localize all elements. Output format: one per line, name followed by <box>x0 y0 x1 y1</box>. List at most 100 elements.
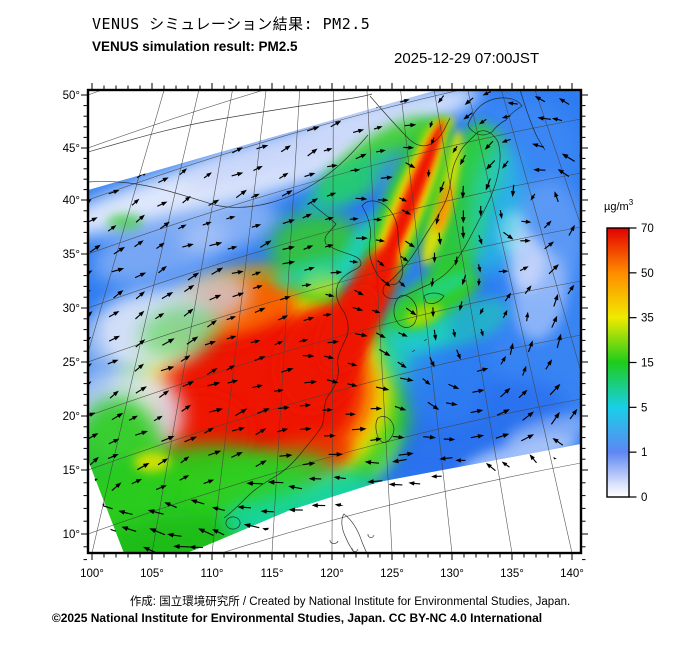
wind-arrow <box>461 210 466 224</box>
lon-tick-label: 100° <box>80 568 104 580</box>
wind-arrow <box>347 382 358 387</box>
wind-arrow <box>325 293 335 298</box>
wind-arrow <box>355 196 368 201</box>
wind-arrow <box>198 528 214 536</box>
wind-arrow <box>128 415 138 421</box>
wind-arrow <box>131 198 140 206</box>
wind-arrow <box>486 160 496 170</box>
wind-arrow <box>568 224 575 236</box>
wind-arrow <box>300 403 312 408</box>
wind-arrow <box>282 260 296 265</box>
wind-arrow <box>502 309 508 319</box>
wind-arrow <box>513 480 524 491</box>
wind-arrow <box>484 140 494 150</box>
wind-arrow <box>445 401 458 407</box>
wind-arrow <box>107 225 117 232</box>
wind-arrow <box>158 177 169 184</box>
wind-arrow <box>464 97 474 105</box>
wind-arrow <box>429 357 435 368</box>
lat-tick-label: 10° <box>63 529 80 541</box>
wind-arrow <box>533 167 546 173</box>
wind-arrow <box>391 545 407 552</box>
wind-arrow <box>135 291 145 300</box>
wind-arrow <box>398 451 414 457</box>
wind-arrow <box>89 244 101 253</box>
coastline-path <box>88 134 369 208</box>
wind-arrow <box>377 197 389 203</box>
wind-arrow <box>234 119 248 125</box>
wind-arrow <box>182 243 194 248</box>
timestamp-label: 2025-12-29 07:00JST <box>394 50 540 67</box>
wind-arrow <box>534 96 546 103</box>
wind-arrow <box>135 310 145 320</box>
parallel-line <box>88 90 266 149</box>
wind-arrow <box>460 154 466 166</box>
wind-arrow <box>158 390 170 398</box>
wind-arrow <box>211 506 225 512</box>
wind-arrow <box>500 387 511 398</box>
wind-arrow <box>527 340 533 353</box>
wind-arrow <box>324 433 336 438</box>
wind-arrow <box>477 264 482 273</box>
coastline-path <box>88 93 373 153</box>
wind-arrow <box>454 256 459 266</box>
wind-arrow <box>472 388 485 394</box>
wind-arrow <box>135 430 148 436</box>
wind-arrow <box>429 121 434 129</box>
wind-arrow <box>501 461 510 468</box>
parallel-line <box>88 90 104 96</box>
wind-arrow <box>370 406 383 411</box>
wind-arrow <box>273 388 284 393</box>
wind-arrow <box>113 290 124 299</box>
wind-arrow <box>135 339 146 348</box>
wind-arrow <box>226 215 236 220</box>
wind-arrow <box>460 226 466 239</box>
field-blob <box>302 149 398 215</box>
meridian-line <box>467 90 573 553</box>
page-title-japanese: VENUS シミュレーション結果: PM2.5 <box>92 15 371 33</box>
wind-arrow <box>147 509 164 515</box>
wind-arrow <box>412 523 427 529</box>
wind-arrow <box>567 284 575 295</box>
wind-arrow <box>227 245 238 250</box>
wind-arrow <box>522 411 534 421</box>
parallel-line <box>88 334 581 471</box>
field-blob <box>191 451 329 505</box>
wind-arrow <box>479 118 487 125</box>
wind-arrow <box>183 308 194 317</box>
wind-arrow <box>349 217 359 222</box>
wind-arrow <box>519 266 529 272</box>
wind-arrow <box>405 307 417 316</box>
wind-arrow <box>299 338 309 343</box>
wind-arrow <box>279 453 293 458</box>
wind-arrow <box>510 184 516 198</box>
wind-arrow <box>375 386 390 391</box>
wind-arrow <box>525 311 530 322</box>
wind-arrow <box>326 379 339 384</box>
legend-unit: µg/m <box>604 201 629 213</box>
wind-arrow <box>372 309 381 314</box>
wind-arrow <box>235 189 247 199</box>
lat-tick-label: 50° <box>63 90 80 102</box>
meridian-line <box>534 90 581 227</box>
wind-arrow <box>408 481 421 486</box>
wind-arrow <box>254 99 264 107</box>
wind-arrow <box>108 189 120 195</box>
lat-tick-label: 30° <box>63 303 80 315</box>
wind-arrow <box>553 483 565 492</box>
wind-arrow <box>350 168 361 173</box>
wind-arrow <box>405 162 416 169</box>
wind-arrow <box>208 450 222 456</box>
field-blob <box>88 519 239 553</box>
wind-arrow <box>521 219 532 224</box>
wind-arrow <box>556 333 562 348</box>
lon-tick-label: 110° <box>201 568 224 580</box>
colorbar <box>606 227 630 498</box>
wind-arrow <box>545 359 553 370</box>
coastline-path <box>423 292 445 304</box>
colorbar-tick-label: 5 <box>641 402 647 414</box>
colorbar-tick-label: 15 <box>641 358 654 370</box>
wind-arrow <box>373 217 383 222</box>
wind-arrow <box>208 199 220 207</box>
wind-arrow <box>307 198 319 205</box>
